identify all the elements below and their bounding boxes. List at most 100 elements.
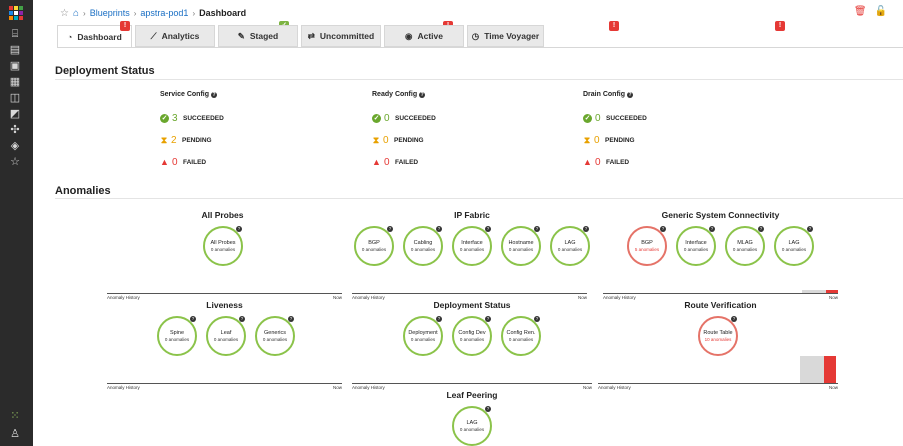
star-icon[interactable]: ☆ [60, 7, 69, 19]
help-icon[interactable]: ? [709, 226, 715, 232]
top-actions: 🗑 🔓 [854, 6, 887, 17]
succeeded-row: ✓ 3 SUCCEEDED [160, 113, 224, 124]
blueprints-icon[interactable]: ⌸ [11, 28, 19, 40]
gauge-generic-interface[interactable]: ? Interface 0 anomalies [676, 226, 716, 266]
layers-icon[interactable]: ◈ [10, 140, 20, 152]
help-icon[interactable]: ? [239, 316, 245, 322]
warning-triangle-icon: ▲ [160, 157, 169, 167]
gauge-interface[interactable]: ? Interface 0 anomalies [452, 226, 492, 266]
help-icon[interactable]: ? [627, 91, 633, 98]
gauge-generic-mlag[interactable]: ? MLAG 0 anomalies [725, 226, 765, 266]
tab-uncommitted[interactable]: ⇄ Uncommitted ! [301, 21, 619, 47]
design-icon[interactable]: ▣ [9, 60, 21, 72]
gauge-lag[interactable]: ? LAG 0 anomalies [550, 226, 590, 266]
apstra-logo[interactable] [9, 6, 23, 20]
anomalies-heading: Anomalies [55, 185, 111, 197]
unlock-icon[interactable]: 🔓 [874, 6, 887, 17]
warning-triangle-icon: ▲ [583, 157, 592, 167]
broadcast-icon: ◉ [405, 30, 413, 41]
user-icon[interactable]: ♙ [10, 428, 20, 440]
warning-badge-icon: ! [775, 21, 785, 31]
history-bar [800, 356, 824, 383]
devices-icon[interactable]: ▤ [9, 44, 21, 56]
help-icon[interactable]: ? [758, 226, 764, 232]
gauge-generic-bgp[interactable]: ? BGP 5 anomalies [627, 226, 667, 266]
gauge-leaf-peering-lag[interactable]: ? LAG 0 anomalies [452, 406, 492, 446]
history-bar-anomaly [826, 290, 838, 293]
favorites-icon[interactable]: ☆ [10, 156, 20, 168]
help-icon[interactable]: ? [807, 226, 813, 232]
help-icon[interactable]: ? [190, 316, 196, 322]
gauge-generic-lag[interactable]: ? LAG 0 anomalies [774, 226, 814, 266]
gauge-all-probes[interactable]: ? All Probes 0 anomalies [203, 226, 243, 266]
history-bar-anomaly [824, 356, 836, 383]
breadcrumb-blueprint[interactable]: apstra-pod1 [140, 8, 189, 18]
breadcrumb-blueprints[interactable]: Blueprints [89, 8, 130, 18]
divider [55, 79, 903, 80]
breadcrumb-current: Dashboard [199, 8, 247, 18]
gauge-spine[interactable]: ? Spine 0 anomalies [157, 316, 197, 356]
help-icon[interactable]: ? [436, 226, 442, 232]
help-icon[interactable]: ? [236, 226, 242, 232]
tab-time-voyager[interactable]: ◷ Time Voyager [467, 25, 544, 47]
platform-icon[interactable]: ✣ [10, 124, 20, 136]
succeeded-row: ✓ 0 SUCCEEDED [583, 113, 647, 124]
gauge-hostname[interactable]: ? Hostname 0 anomalies [501, 226, 541, 266]
deployment-status-anomaly-title: Deployment Status [433, 300, 511, 310]
pending-row: ⧗ 0 PENDING [372, 135, 424, 146]
help-icon[interactable]: ? [419, 91, 426, 98]
gauge-config-dev[interactable]: ? Config Dev 0 anomalies [452, 316, 492, 356]
check-circle-icon: ✓ [583, 114, 592, 123]
gauge-route-table[interactable]: ? Route Table 10 anomalies [698, 316, 738, 356]
pending-row: ⧗ 0 PENDING [583, 135, 635, 146]
trash-icon[interactable]: 🗑 [853, 6, 867, 17]
ready-config-column: Ready Config? ✓ 0 SUCCEEDED ⧗ 0 PENDING ▲ 0 FA… [372, 91, 436, 168]
edit-icon: ✎ [237, 30, 245, 41]
apps-grid-icon[interactable]: ⁙ [10, 410, 20, 422]
help-icon[interactable]: ? [387, 226, 393, 232]
resources-icon[interactable]: ▦ [9, 76, 21, 88]
warning-triangle-icon: ▲ [372, 157, 381, 167]
anomaly-history-chart[interactable]: Anomaly History Now [352, 293, 587, 303]
help-icon[interactable]: ? [485, 406, 491, 412]
gauge-cabling[interactable]: ? Cabling 0 anomalies [403, 226, 443, 266]
home-icon[interactable]: ⌂ [72, 7, 80, 19]
hourglass-icon: ⧗ [372, 135, 380, 145]
anomaly-history-chart[interactable]: Anomaly History Now [107, 293, 342, 303]
analytics-icon[interactable]: ◩ [9, 108, 21, 120]
tab-dashboard[interactable]: ◔ Dashboard ! [57, 21, 132, 47]
help-icon[interactable]: ? [211, 91, 218, 98]
failed-row: ▲ 0 FAILED [372, 157, 419, 168]
chart-line-icon: ⟋ [150, 30, 157, 41]
help-icon[interactable]: ? [288, 316, 294, 322]
help-icon[interactable]: ? [534, 316, 540, 322]
warning-badge-icon: ! [609, 21, 619, 31]
gauge-leaf[interactable]: ? Leaf 0 anomalies [206, 316, 246, 356]
gauge-deployment[interactable]: ? Deployment 0 anomalies [403, 316, 443, 356]
tab-staged[interactable]: ✎Staged ! [218, 21, 453, 47]
anomaly-history-chart[interactable]: Anomaly History Now [352, 383, 592, 393]
help-icon[interactable]: ? [485, 316, 491, 322]
help-icon[interactable]: ? [436, 316, 442, 322]
help-icon[interactable]: ? [731, 316, 737, 322]
warning-badge-icon: ! [120, 21, 130, 31]
help-icon[interactable]: ? [485, 226, 491, 232]
external-systems-icon[interactable]: ◫ [9, 92, 21, 104]
hourglass-icon: ⧗ [583, 135, 591, 145]
failed-row: ▲ 0 FAILED [160, 157, 207, 168]
drain-config-column: Drain Config? ✓ 0 SUCCEEDED ⧗ 0 PENDING ▲ 0 FA… [583, 91, 647, 168]
help-icon[interactable]: ? [583, 226, 589, 232]
gauge-generics[interactable]: ? Generics 0 anomalies [255, 316, 295, 356]
anomaly-history-chart[interactable]: Anomaly History Now [603, 293, 838, 303]
speedometer-icon: ◔ [67, 31, 73, 42]
tab-active[interactable]: ◉ Active ! [384, 21, 785, 47]
help-icon[interactable]: ? [660, 226, 666, 232]
tab-analytics[interactable]: ⟋Analytics ✓ [135, 21, 289, 47]
gauge-bgp[interactable]: ? BGP 0 anomalies [354, 226, 394, 266]
anomaly-history-chart[interactable]: Anomaly History Now [598, 383, 838, 393]
anomaly-history-chart[interactable]: Anomaly History Now [107, 383, 342, 393]
gauge-config-ren[interactable]: ? Config Ren. 0 anomalies [501, 316, 541, 356]
help-icon[interactable]: ? [534, 226, 540, 232]
succeeded-row: ✓ 0 SUCCEEDED [372, 113, 436, 124]
leaf-peering-title: Leaf Peering [446, 390, 498, 400]
